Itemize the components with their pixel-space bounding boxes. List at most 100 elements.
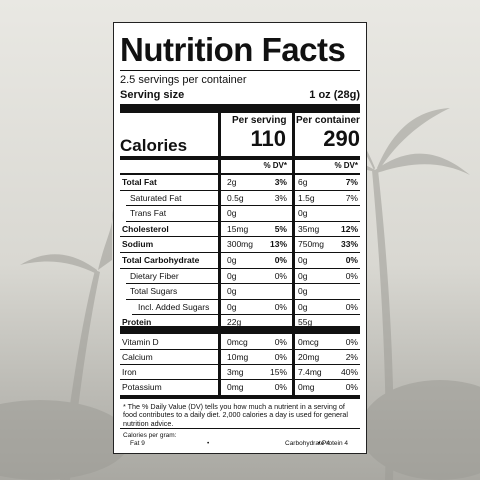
serving-size-label: Serving size (120, 89, 185, 101)
daily-value: 15% (269, 367, 287, 377)
nutrient-name: Vitamin D (122, 337, 159, 347)
daily-value: 0% (345, 270, 358, 281)
amount: 0g (227, 208, 237, 219)
nutrient-name: Dietary Fiber (130, 270, 179, 281)
rule (120, 104, 360, 113)
rule (126, 205, 360, 206)
footnote: * The % Daily Value (DV) tells you how m… (123, 402, 348, 428)
amount: 3mg (227, 367, 244, 377)
rule (120, 252, 360, 253)
nutrient-name: Saturated Fat (130, 192, 182, 203)
nutrient-name: Incl. Added Sugars (138, 301, 210, 312)
rule (126, 220, 360, 222)
per-container-calories: 290 (323, 126, 360, 151)
daily-value: 0% (274, 352, 287, 362)
title: Nutrition Facts (120, 31, 346, 68)
daily-value: 0% (274, 382, 287, 392)
amount: 1.5g (298, 192, 315, 203)
nutrient-name: Calcium (122, 352, 153, 362)
daily-value: 0% (345, 382, 358, 392)
amount: 10mg (227, 352, 249, 362)
calories-per-gram-item: • (318, 440, 321, 447)
per-container-heading: Per container (296, 115, 360, 126)
daily-value: 13% (269, 239, 287, 250)
daily-value: 0% (345, 301, 358, 312)
daily-value: 33% (340, 239, 358, 250)
rule (120, 156, 360, 160)
rule (120, 428, 360, 429)
calories-per-gram-item: • (207, 440, 210, 447)
per-serving-calories: 110 (250, 126, 287, 151)
amount: 35mg (298, 223, 320, 234)
amount: 0mcg (227, 337, 248, 347)
amount: 0g (227, 286, 237, 297)
rule (120, 189, 360, 191)
daily-value: 40% (340, 367, 358, 377)
amount: 0g (298, 301, 308, 312)
daily-value: 2% (345, 352, 358, 362)
calories-per-gram-item: Carbohydrate 4 (285, 440, 330, 447)
rule (120, 379, 360, 380)
daily-value: 0% (345, 255, 358, 265)
calories-label: Calories (120, 136, 188, 155)
calories-per-gram-item: Protein 4 (321, 440, 348, 447)
calories-per-gram-label: Calories per gram: (123, 432, 177, 439)
rule (120, 326, 360, 334)
nutrient-name: Cholesterol (122, 223, 169, 234)
daily-value: 7% (345, 177, 358, 187)
amount: 7.4mg (298, 367, 322, 377)
amount: 0mcg (298, 337, 319, 347)
amount: 20mg (298, 352, 320, 362)
daily-value: 0% (345, 337, 358, 347)
amount: 0g (298, 255, 308, 265)
amount: 6g (298, 177, 308, 187)
daily-value: 3% (274, 177, 287, 187)
nutrition-label (113, 22, 367, 454)
daily-value: 3% (274, 192, 287, 203)
serving-size-value: 1 oz (28g) (309, 89, 360, 101)
amount: 0g (298, 270, 308, 281)
amount: 300mg (227, 239, 253, 250)
rule (120, 236, 360, 238)
amount: 0g (298, 208, 308, 219)
amount: 0.5g (227, 192, 244, 203)
amount: 22g (227, 317, 242, 328)
daily-value: 0% (274, 337, 287, 347)
rule (292, 113, 295, 399)
servings: 2.5 servings per container (120, 74, 247, 86)
nutrient-name: Potassium (122, 382, 162, 392)
rule (126, 298, 360, 300)
rule (132, 314, 360, 316)
amount: 0g (227, 255, 237, 265)
amount: 15mg (227, 223, 249, 234)
rule (120, 267, 360, 269)
nutrient-name: Total Sugars (130, 286, 178, 297)
nutrient-name: Trans Fat (130, 208, 167, 219)
nutrient-name: Total Fat (122, 177, 157, 187)
amount: 0g (227, 301, 237, 312)
amount: 0g (298, 286, 308, 297)
nutrient-name: Protein (122, 317, 152, 328)
daily-value: 0% (274, 301, 287, 312)
calories-per-gram-item: Fat 9 (130, 440, 145, 447)
amount: 55g (298, 317, 313, 328)
nutrient-name: Iron (122, 367, 137, 377)
rule (120, 349, 360, 350)
rule (120, 173, 360, 175)
nutrient-name: Sodium (122, 239, 154, 250)
amount: 0mg (298, 382, 315, 392)
dv-heading: % DV* (263, 161, 287, 170)
daily-value: 7% (345, 192, 358, 203)
rule (126, 283, 360, 284)
amount: 0mg (227, 382, 244, 392)
dv-heading: % DV* (334, 161, 358, 170)
daily-value: 0% (274, 255, 287, 265)
rule (120, 70, 360, 71)
nutrient-name: Total Carbohydrate (122, 255, 200, 265)
daily-value: 0% (274, 270, 287, 281)
daily-value: 12% (340, 223, 358, 234)
per-serving-heading: Per serving (232, 115, 287, 126)
rule (120, 395, 360, 399)
rule (218, 113, 221, 399)
